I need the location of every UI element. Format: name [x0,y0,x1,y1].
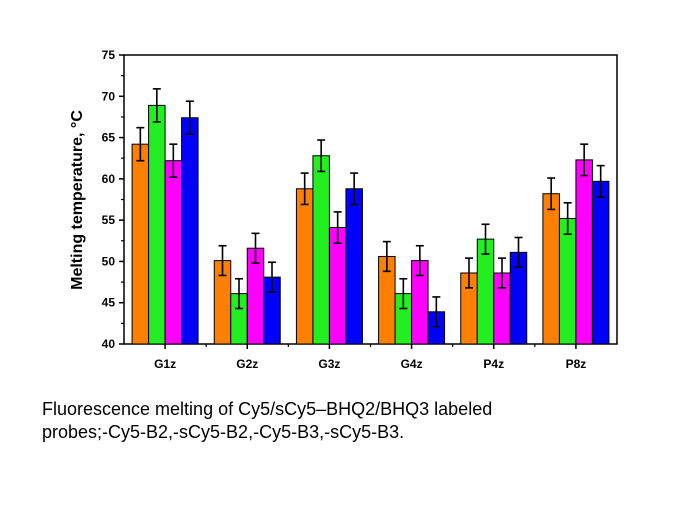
y-tick-label: 55 [102,213,116,227]
error-bar [382,240,391,273]
bar-p8z-series-3 [575,159,593,345]
error-bar [251,232,260,264]
y-tick-label: 70 [102,89,116,103]
error-bar [514,236,523,269]
error-bar [235,277,243,310]
y-axis-label: Melting temperature, °C [69,110,86,290]
caption-line-1: Fluorescence melting of Cy5/sCy5–BHQ2/BH… [42,399,493,419]
bar-p8z-series-1 [542,193,560,345]
y-tick-label: 40 [102,337,116,351]
error-bar [580,143,589,177]
x-tick-label-p8z: P8z [566,357,587,371]
y-tick-label: 65 [102,131,116,145]
y-tick-label: 45 [102,296,116,310]
error-bars-group [136,88,605,328]
caption-line-2: probes;-Cy5-B2,-sCy5-B2,-Cy5-B3,-sCy5-B3… [42,422,405,442]
bar-chart: 40 45 50 55 60 65 70 75 G1z G2z G3z G4z P4z P8z Melti… [69,48,618,371]
error-bar [399,277,408,310]
x-tick-label-g2z: G2z [236,357,258,371]
error-bar [317,139,326,173]
bar-g1z-series-2 [148,104,166,345]
error-bar [547,177,556,211]
x-tick-label-g3z: G3z [318,357,340,371]
bars-group [131,104,610,345]
error-bar [333,211,342,245]
error-bar [169,143,178,179]
bar-p8z-series-4 [591,180,610,345]
bar-g3z-series-2 [312,155,330,345]
bar-g1z-series-3 [164,160,183,345]
bar-g3z-series-4 [345,188,363,345]
x-tick-label-g4z: G4z [401,357,423,371]
error-bar [563,202,572,235]
error-bar [300,172,309,206]
error-bar [152,88,161,123]
error-bar [268,261,276,293]
bar-p8z-series-2 [558,217,577,345]
bar-g1z-series-1 [131,143,150,345]
x-tick-label-p4z: P4z [483,357,504,371]
figure-caption: Fluorescence melting of Cy5/sCy5–BHQ2/BH… [42,398,662,444]
error-bar [498,257,506,289]
y-tick-label: 50 [102,254,116,268]
y-tick-label: 60 [102,172,116,186]
bar-g3z-series-1 [295,188,314,345]
error-bar [415,244,424,277]
error-bar [432,296,441,328]
bar-g1z-series-4 [181,117,199,345]
error-bar [218,244,227,277]
error-bar [465,257,473,289]
bar-p4z-series-2 [476,238,495,345]
error-bar [350,172,359,206]
bar-g3z-series-3 [328,227,347,345]
error-bar [185,100,194,136]
x-tick-label-g1z: G1z [154,357,176,371]
error-bar [481,223,490,255]
error-bar [596,164,605,198]
y-tick-label: 75 [102,48,116,62]
axes-group: 40 45 50 55 60 65 70 75 G1z G2z G3z G4z P4z P8z [102,48,587,371]
error-bar [136,126,145,162]
